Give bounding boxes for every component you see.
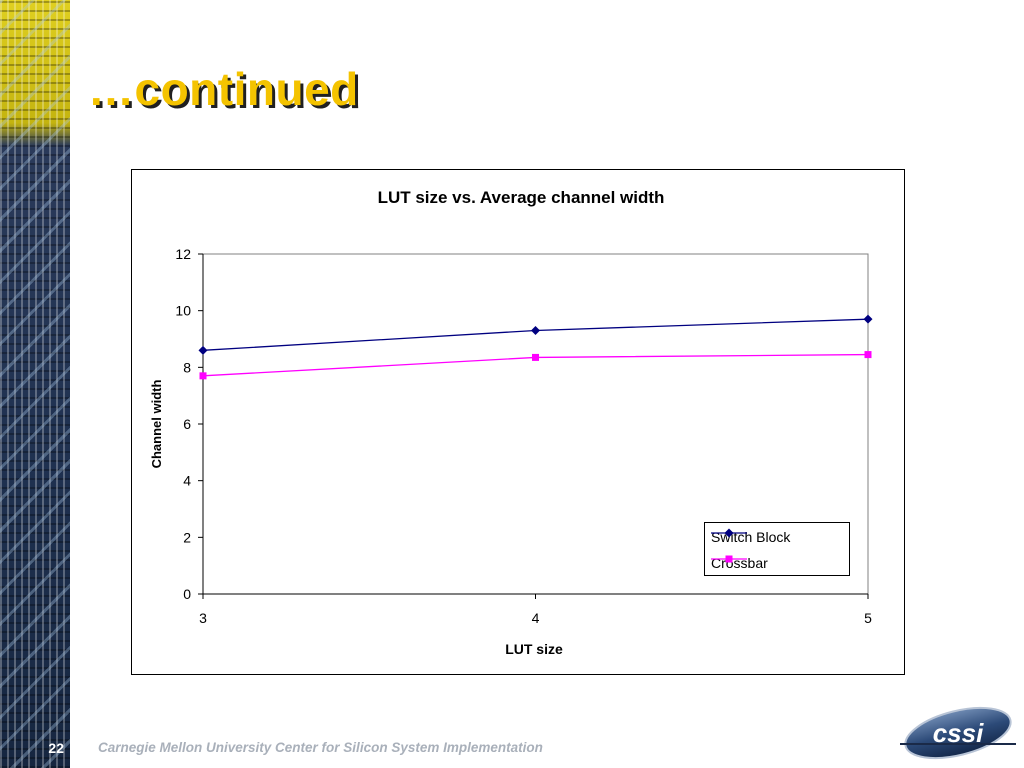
y-tick-label: 0 — [183, 586, 191, 602]
data-point-switch-block — [198, 345, 208, 355]
x-tick-label: 5 — [864, 610, 872, 626]
chart-legend: Switch Block Crossbar — [704, 522, 850, 576]
footer-text: Carnegie Mellon University Center for Si… — [98, 740, 543, 755]
y-tick-label: 4 — [183, 473, 191, 489]
data-point-crossbar — [199, 372, 207, 380]
data-point-crossbar — [864, 351, 872, 359]
legend-item-switch-block: Switch Block — [711, 527, 790, 547]
slide-title: …continued — [88, 63, 359, 115]
x-tick-label: 3 — [199, 610, 207, 626]
decorative-chip-strip — [0, 0, 70, 768]
y-tick-label: 12 — [175, 246, 191, 262]
y-tick-label: 2 — [183, 529, 191, 545]
chart-frame: LUT size vs. Average channel width Chann… — [131, 169, 905, 675]
chip-trace-pattern — [0, 0, 70, 768]
axes: 0 2 4 6 8 10 12 3 4 5 — [175, 246, 872, 626]
series-layer — [198, 314, 873, 380]
slide-number: 22 — [48, 740, 64, 756]
y-tick-label: 6 — [183, 416, 191, 432]
x-tick-label: 4 — [532, 610, 540, 626]
cssi-logo: cssi — [900, 706, 1016, 760]
data-point-switch-block — [531, 326, 540, 335]
y-axis-label: Channel width — [149, 380, 164, 469]
y-tick-label: 8 — [183, 359, 191, 375]
data-point-switch-block — [863, 314, 873, 324]
square-marker-icon — [711, 555, 747, 563]
x-axis-label: LUT size — [505, 641, 563, 657]
line-chart: LUT size vs. Average channel width Chann… — [149, 188, 873, 657]
legend-item-crossbar: Crossbar — [711, 553, 768, 573]
chip-grid-pattern — [0, 0, 70, 768]
chart-title: LUT size vs. Average channel width — [378, 188, 665, 207]
y-tick-label: 10 — [175, 303, 191, 319]
diamond-marker-icon — [711, 528, 747, 538]
data-point-crossbar — [532, 353, 539, 361]
logo-text: cssi — [933, 718, 984, 748]
